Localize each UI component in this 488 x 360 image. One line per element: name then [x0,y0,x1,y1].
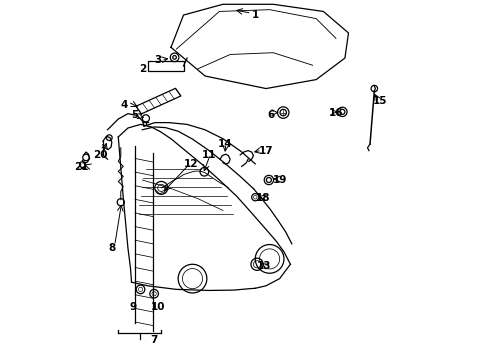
Text: 18: 18 [256,193,270,203]
Text: 14: 14 [217,139,232,149]
Text: 9: 9 [129,302,137,312]
Text: 15: 15 [372,96,386,106]
Text: 1: 1 [251,10,258,20]
Text: 8: 8 [108,243,115,253]
Text: 3: 3 [155,55,162,65]
Text: 4: 4 [121,100,128,110]
Text: 19: 19 [273,175,287,185]
Text: 21: 21 [74,162,88,172]
Text: 12: 12 [183,159,198,169]
Text: 17: 17 [258,146,273,156]
Text: 11: 11 [201,150,215,160]
Text: 7: 7 [150,334,158,345]
Text: 2: 2 [139,64,145,74]
Text: 10: 10 [151,302,165,312]
Text: 16: 16 [327,108,342,118]
Text: 6: 6 [267,111,274,121]
Text: 5: 5 [131,111,139,121]
Text: 20: 20 [93,150,107,160]
Text: 13: 13 [257,261,271,271]
